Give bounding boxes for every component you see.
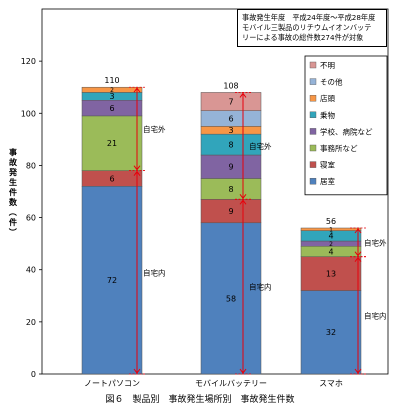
y-tick-label: 80 [26,161,36,170]
y-label-char: 数 [9,197,18,207]
legend-label: 学校、病院など [320,126,373,136]
range-arrow [239,368,247,374]
y-label-char: （ [8,208,18,216]
bar-segment [81,115,143,171]
y-label-char: 事 [9,147,17,157]
bar-segment [81,86,143,93]
range-arrow [133,165,141,171]
range-arrow [239,92,247,98]
bar-total-label: 110 [104,76,119,85]
segment-value-label: 7 [228,97,233,106]
segment-value-label: 8 [228,185,233,194]
range-arrow [354,251,362,257]
x-category-label: ノートパソコン [84,379,140,388]
note-line: 事故発生年度 平成24年度～平成28年度 [242,13,376,22]
inside-home-label: 自宅内 [249,282,272,292]
segment-value-label: 72 [107,276,117,285]
x-category-label: スマホ [319,379,343,388]
legend-swatch [309,61,317,69]
legend-label: 居室 [320,176,335,186]
legend-label: 不明 [320,61,335,70]
y-label-char: ） [8,228,18,236]
y-tick-label: 20 [26,318,36,327]
legend-swatch [309,94,317,102]
legend-label: 事務所など [320,143,358,153]
range-arrow [239,194,247,200]
y-tick-label: 0 [31,370,36,379]
bar-segment [200,222,262,375]
legend-swatch [309,128,317,135]
segment-value-label: 6 [109,104,114,113]
segment-value-label: 1 [329,226,333,233]
bar-segment [300,290,362,375]
segment-value-label: 9 [228,207,233,216]
range-arrow [133,170,141,176]
outside-home-label: 自宅外 [143,124,166,134]
inside-home-label: 自宅内 [143,267,166,277]
legend-label: 乗物 [320,110,335,120]
segment-value-label: 32 [326,328,336,337]
x-axis: ノートパソコン モバイルバッテリー スマホ [84,379,343,388]
segment-value-label: 2 [110,87,114,94]
y-label-char: 故 [9,157,18,167]
y-tick-label: 40 [26,266,36,275]
segment-value-label: 58 [226,294,236,303]
bar-segment [81,186,143,375]
note-line: リーによる事故の総件数274件が対象 [242,33,364,42]
legend-swatch [309,78,317,85]
range-arrow [133,87,141,93]
bar-total-label: 56 [326,217,336,226]
range-arrow [354,368,362,374]
y-tick-label: 60 [26,214,36,223]
bar-segment [300,256,362,291]
y-axis: 0 20 40 60 80 100 120 [21,57,42,379]
legend-swatch [309,177,317,185]
segment-value-label: 2 [329,241,333,248]
segment-value-label: 9 [228,163,233,172]
legend-swatch [309,111,317,119]
range-arrow [133,368,141,374]
segment-value-label: 4 [328,232,333,241]
y-label-char: 件 [9,217,17,227]
bar-segment [300,227,362,231]
inside-home-label: 自宅内 [364,310,387,320]
note-line: モバイル三製品のリチウムイオンバッテ [242,23,372,32]
range-arrow [354,228,362,234]
segment-value-label: 13 [326,270,336,279]
y-axis-label: 事故発生件数（件） [8,147,18,236]
legend-label: その他 [320,77,343,87]
y-label-char: 発 [8,167,18,177]
legend-box [304,55,388,196]
segment-value-label: 6 [109,174,114,183]
outside-home-label: 自宅外 [364,237,387,247]
range-arrow [354,256,362,262]
outside-home-label: 自宅外 [249,141,272,151]
y-tick-label: 100 [21,109,36,118]
note-box: 事故発生年度 平成24年度～平成28年度 モバイル三製品のリチウムイオンバッテ … [237,9,387,47]
segment-value-label: 21 [107,139,117,148]
figure-caption: 図６ 製品別 事故発生場所別 事故発生件数 [105,395,295,405]
y-label-char: 件 [9,187,17,197]
range-arrow [239,199,247,205]
x-category-label: モバイルバッテリー [195,379,267,388]
segment-value-label: 8 [228,140,233,149]
segment-value-label: 3 [109,92,114,101]
y-label-char: 生 [9,177,17,187]
segment-value-label: 4 [328,247,333,256]
legend-label: 店頭 [320,93,335,103]
segment-value-label: 3 [228,126,233,135]
segment-value-label: 6 [228,114,233,123]
y-tick-label: 120 [21,57,36,66]
legend-swatch [309,161,317,168]
legend-swatch [309,144,317,152]
bar-total-label: 108 [223,81,238,90]
legend-label: 寝室 [320,160,335,170]
